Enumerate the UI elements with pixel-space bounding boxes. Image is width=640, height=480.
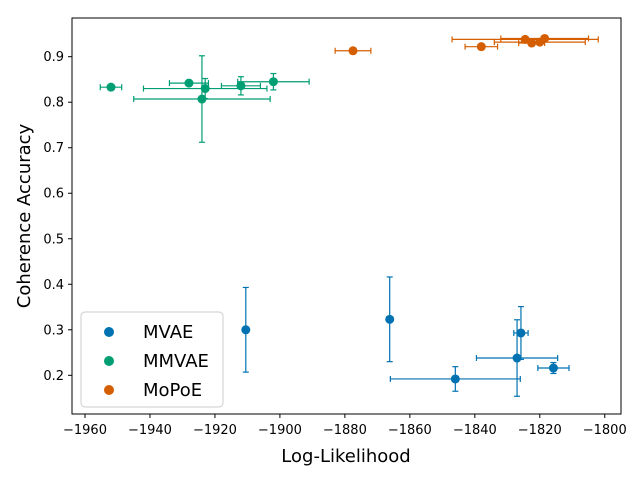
- series-mvae: [241, 276, 570, 397]
- legend-marker-mmvae: [104, 356, 114, 366]
- data-marks: [99, 33, 599, 397]
- x-axis-ticks: −1960 −1940 −1920 −1900 −1880 −1860 −1840 −1820…: [63, 414, 627, 438]
- data-point-mmvae: [200, 84, 210, 94]
- y-tick-label: 0.4: [43, 278, 64, 293]
- data-point-mopoe: [348, 46, 358, 56]
- data-point-mopoe: [540, 33, 550, 43]
- x-tick-label: −1820: [518, 423, 562, 438]
- data-point-mmvae: [184, 78, 194, 88]
- data-point-mvae: [516, 328, 526, 338]
- y-axis-ticks: 0.2 0.3 0.4 0.5 0.6 0.7 0.8 0.9: [43, 50, 72, 384]
- y-tick-label: 0.2: [43, 369, 64, 384]
- legend-label-mmvae: MMVAE: [143, 351, 209, 372]
- y-tick-label: 0.6: [43, 187, 64, 202]
- x-axis-label: Log-Likelihood: [281, 446, 410, 467]
- data-point-mmvae: [236, 81, 246, 91]
- x-tick-label: −1840: [453, 423, 497, 438]
- y-tick-label: 0.5: [43, 232, 64, 247]
- x-tick-label: −1900: [258, 423, 302, 438]
- legend-label-mopoe: MoPoE: [143, 380, 202, 401]
- data-point-mmvae: [106, 82, 116, 92]
- data-point-mmvae: [268, 77, 278, 87]
- x-tick-label: −1920: [193, 423, 237, 438]
- x-tick-label: −1860: [388, 423, 432, 438]
- data-point-mmvae: [197, 94, 207, 104]
- data-point-mvae: [512, 353, 522, 363]
- data-point-mopoe: [476, 42, 486, 52]
- legend-marker-mopoe: [104, 385, 114, 395]
- legend: MVAE MMVAE MoPoE: [80, 311, 224, 408]
- y-tick-label: 0.9: [43, 50, 64, 65]
- series-mmvae: [99, 55, 310, 143]
- data-point-mvae: [548, 363, 558, 373]
- legend-frame: [80, 311, 224, 408]
- y-tick-label: 0.7: [43, 141, 64, 156]
- x-tick-label: −1960: [63, 423, 107, 438]
- data-point-mopoe: [527, 38, 537, 48]
- y-tick-label: 0.8: [43, 96, 64, 111]
- series-mopoe: [334, 33, 599, 56]
- data-point-mvae: [385, 314, 395, 324]
- y-axis-label: Coherence Accuracy: [14, 123, 35, 308]
- legend-marker-mvae: [104, 327, 114, 337]
- x-tick-label: −1800: [583, 423, 627, 438]
- data-point-mvae: [241, 325, 251, 335]
- x-tick-label: −1940: [128, 423, 172, 438]
- legend-label-mvae: MVAE: [143, 322, 193, 343]
- y-tick-label: 0.3: [43, 323, 64, 338]
- x-tick-label: −1880: [323, 423, 367, 438]
- data-point-mvae: [450, 374, 460, 384]
